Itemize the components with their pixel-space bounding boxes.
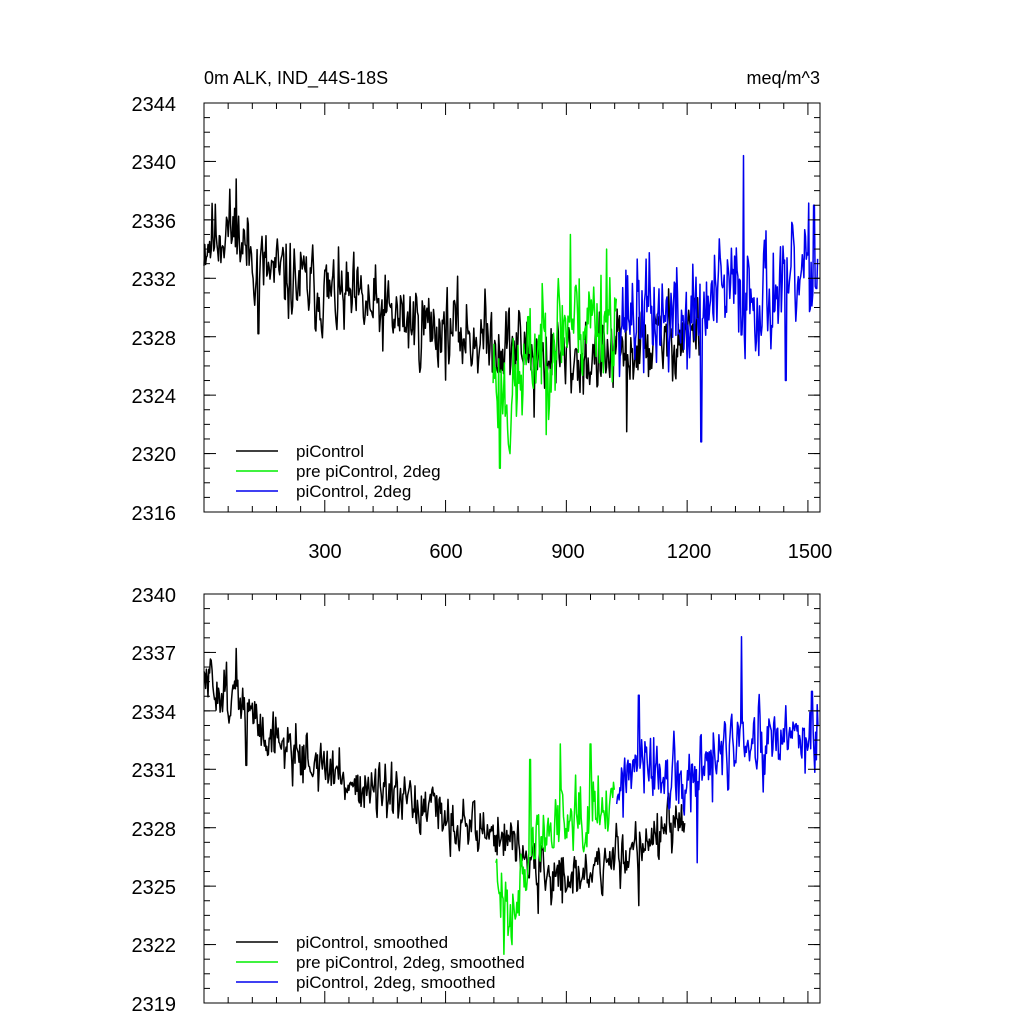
x-tick-label: 600 [429, 541, 462, 563]
y-tick-label: 2337 [132, 643, 177, 665]
y-tick-label: 2319 [132, 994, 177, 1016]
y-tick-label: 2322 [132, 935, 177, 957]
series-line-picontrol-2deg [617, 154, 819, 443]
y-tick-label: 2336 [132, 211, 177, 233]
tick-marks [204, 593, 820, 1004]
y-tick-label: 2332 [132, 269, 177, 291]
series-group [203, 636, 819, 956]
legend-label: piControl, smoothed [296, 933, 448, 952]
series-line-picontrol [203, 178, 700, 433]
legend-label: piControl, 2deg [296, 482, 411, 501]
y-tick-label: 2316 [132, 503, 177, 525]
y-tick-label: 2328 [132, 328, 177, 350]
legend-label: pre piControl, 2deg, smoothed [296, 953, 525, 972]
series-line-pre-picontrol-2deg-smoothed [495, 743, 616, 956]
y-tick-label: 2320 [132, 444, 177, 466]
legend-label: piControl, 2deg, smoothed [296, 973, 495, 992]
x-tick-label: 1500 [788, 541, 833, 563]
tick-marks [204, 102, 820, 513]
series-line-pre-picontrol-2deg [492, 233, 618, 469]
top-panel: 0m ALK, IND_44S-18S meq/m^3 2344 2340 23… [132, 68, 833, 563]
x-tick-label: 900 [551, 541, 584, 563]
legend: piControl, smoothed pre piControl, 2deg,… [236, 933, 525, 992]
legend: piControl pre piControl, 2deg piControl,… [236, 442, 441, 501]
chart-title: 0m ALK, IND_44S-18S [204, 68, 388, 89]
y-tick-label: 2340 [132, 585, 177, 607]
y-tick-label: 2331 [132, 760, 177, 782]
series-group [203, 154, 819, 469]
legend-label: piControl [296, 442, 364, 461]
units-label: meq/m^3 [747, 68, 820, 88]
x-tick-label: 300 [308, 541, 341, 563]
y-tick-labels: 2344 2340 2336 2332 2328 2324 2320 2316 [132, 94, 177, 525]
x-tick-label: 1200 [667, 541, 712, 563]
y-tick-label: 2324 [132, 386, 177, 408]
plot-frame [203, 102, 821, 513]
y-tick-label: 2325 [132, 877, 177, 899]
x-tick-labels: 300 600 900 1200 1500 [308, 541, 832, 563]
series-line-picontrol-smoothed [203, 647, 686, 915]
y-tick-label: 2344 [132, 94, 177, 116]
plot-frame [203, 593, 821, 1004]
y-tick-label: 2334 [132, 702, 177, 724]
legend-label: pre piControl, 2deg [296, 462, 441, 481]
y-tick-label: 2340 [132, 152, 177, 174]
bottom-panel: 2340 2337 2334 2331 2328 2325 2322 2319 … [132, 585, 821, 1016]
series-line-picontrol-2deg-smoothed [615, 636, 819, 864]
y-tick-labels: 2340 2337 2334 2331 2328 2325 2322 2319 [132, 585, 177, 1016]
y-tick-label: 2328 [132, 819, 177, 841]
